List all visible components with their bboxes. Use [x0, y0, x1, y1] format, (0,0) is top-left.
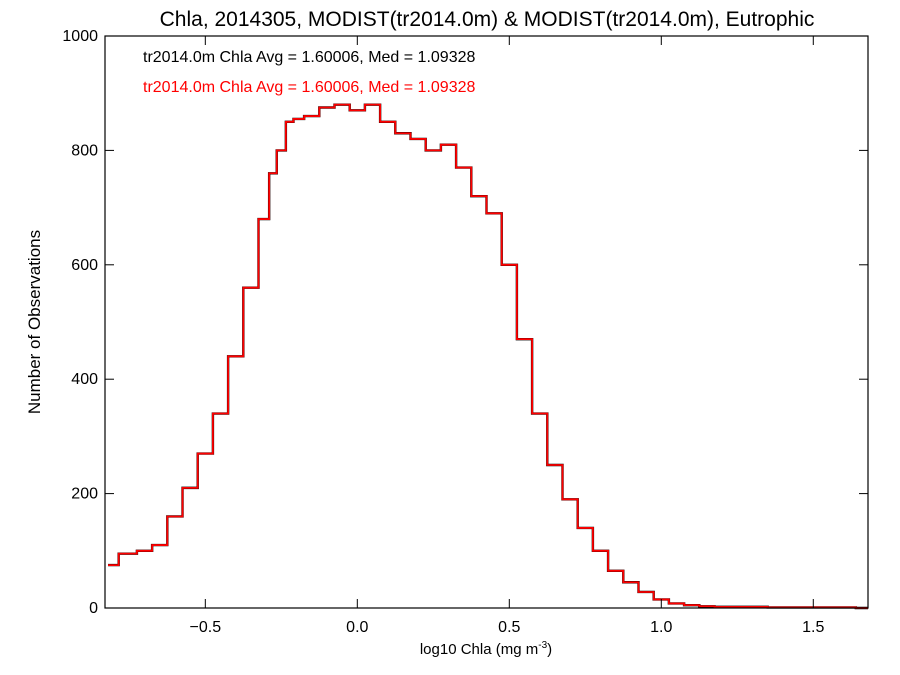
- y-tick-label: 800: [71, 142, 98, 159]
- series-1-histogram: [108, 103, 868, 609]
- y-tick-label: 1000: [62, 28, 98, 45]
- plot-frame: [104, 35, 869, 609]
- x-axis-label: log10 Chla (mg m-3): [420, 640, 552, 658]
- y-tick-label: 400: [71, 371, 98, 388]
- y-axis: 0 200 400 600 800 1000: [62, 28, 868, 617]
- y-tick-label: 0: [89, 600, 98, 617]
- x-axis-label-superscript: -3: [538, 640, 547, 651]
- annotation-black: tr2014.0m Chla Avg = 1.60006, Med = 1.09…: [143, 49, 475, 66]
- x-tick-label: 1.5: [802, 619, 824, 636]
- series-layer: [108, 103, 868, 610]
- x-axis: −0.5 0.0 0.5 1.0 1.5: [190, 36, 825, 636]
- x-tick-label: 0.5: [498, 619, 520, 636]
- x-tick-label: 1.0: [650, 619, 672, 636]
- y-tick-label: 200: [71, 486, 98, 503]
- y-tick-label: 600: [71, 257, 98, 274]
- x-tick-label: −0.5: [190, 619, 222, 636]
- x-tick-label: 0.0: [346, 619, 368, 636]
- y-axis-label: Number of Observations: [25, 230, 44, 414]
- x-axis-label-close: ): [547, 641, 552, 658]
- x-axis-label-main: log10 Chla (mg m: [420, 641, 538, 658]
- chart-title: Chla, 2014305, MODIST(tr2014.0m) & MODIS…: [160, 8, 815, 31]
- annotation-red: tr2014.0m Chla Avg = 1.60006, Med = 1.09…: [143, 79, 475, 96]
